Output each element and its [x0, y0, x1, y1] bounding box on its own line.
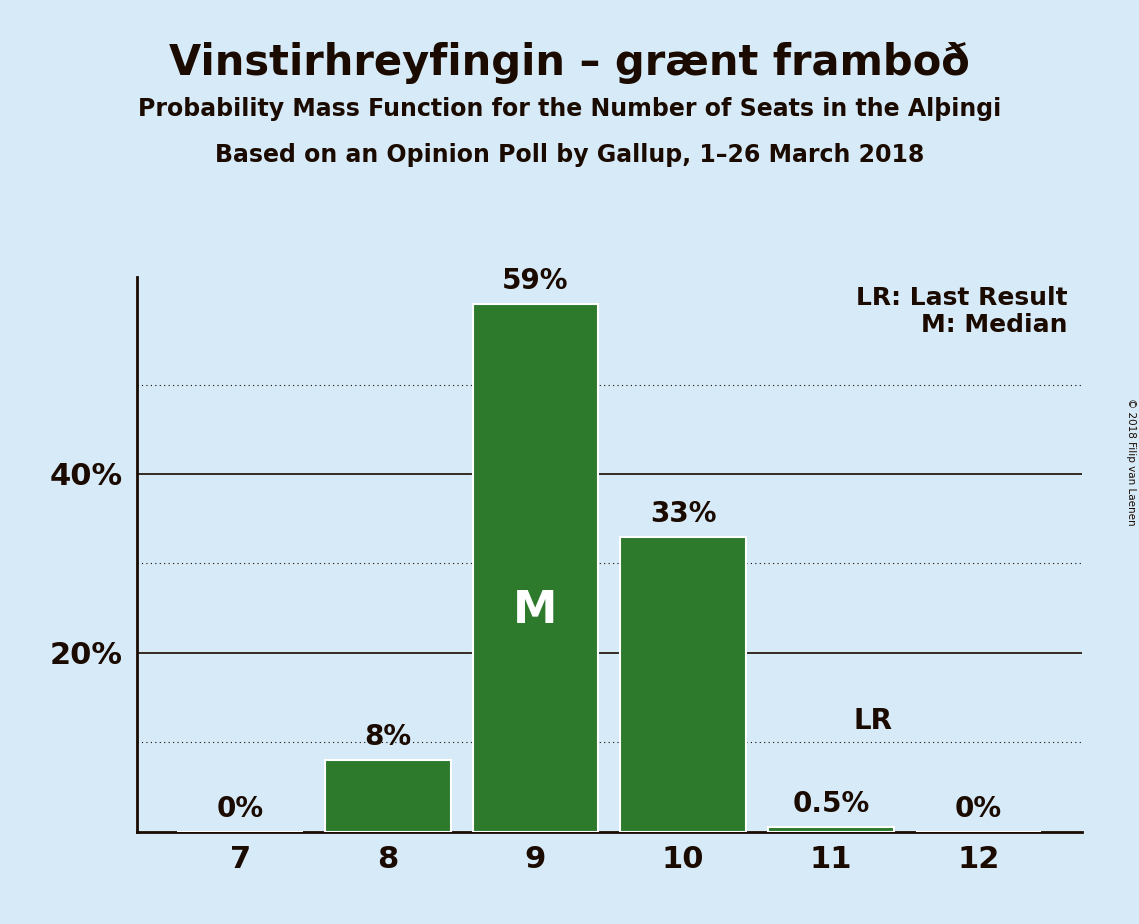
Text: 59%: 59% — [502, 267, 568, 295]
Text: 0.5%: 0.5% — [793, 790, 869, 818]
Text: LR: LR — [853, 707, 892, 735]
Text: 0%: 0% — [956, 795, 1002, 822]
Text: M: M — [514, 589, 558, 631]
Bar — [325, 760, 451, 832]
Text: Based on an Opinion Poll by Gallup, 1–26 March 2018: Based on an Opinion Poll by Gallup, 1–26… — [215, 143, 924, 167]
Text: Vinstirhreyfingin – grænt framboð: Vinstirhreyfingin – grænt framboð — [169, 42, 970, 83]
Text: 0%: 0% — [216, 795, 263, 822]
Text: © 2018 Filip van Laenen: © 2018 Filip van Laenen — [1126, 398, 1136, 526]
Bar — [473, 304, 598, 832]
Text: LR: Last Result: LR: Last Result — [857, 286, 1068, 310]
Text: 8%: 8% — [364, 723, 411, 751]
Bar — [768, 827, 894, 832]
Text: 33%: 33% — [650, 500, 716, 528]
Text: Probability Mass Function for the Number of Seats in the Alþingi: Probability Mass Function for the Number… — [138, 97, 1001, 121]
Text: M: Median: M: Median — [921, 313, 1068, 337]
Bar — [621, 537, 746, 832]
